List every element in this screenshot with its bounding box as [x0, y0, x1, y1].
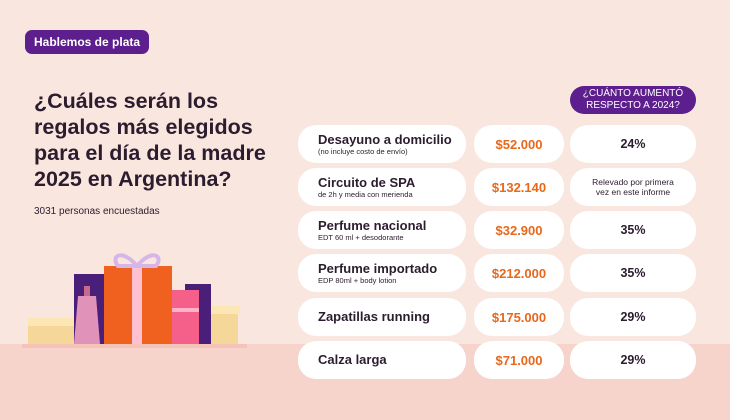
price-card: $71.000: [474, 341, 564, 379]
price-value: $175.000: [491, 309, 547, 325]
perfume-cap: [84, 286, 90, 296]
increase-value: 35%: [620, 266, 646, 280]
item-detail: de 2h y media con merienda: [318, 189, 413, 199]
item-detail: EDP 80ml + body lotion: [318, 275, 397, 285]
cream-box-left-lid: [28, 318, 80, 326]
price-value: $32.900: [495, 222, 543, 238]
increase-card: Relevado por primera vez en este informe: [570, 168, 696, 206]
section-badge: Hablemos de plata: [25, 30, 150, 54]
price-card: $132.140: [474, 168, 564, 206]
bow-left: [113, 253, 142, 268]
item-card: Calza larga: [298, 341, 466, 379]
increase-note-line-1: Relevado por primera: [592, 177, 674, 187]
increase-column-header: ¿CUÁNTO AUMENTÓ RESPECTO A 2024?: [570, 86, 696, 114]
item-name: Desayuno a domicilio: [318, 131, 452, 147]
increase-card: 29%: [570, 341, 696, 379]
item-name: Perfume nacional: [318, 217, 427, 233]
item-name: Calza larga: [318, 352, 387, 367]
price-card: $212.000: [474, 254, 564, 292]
item-name: Circuito de SPA: [318, 174, 416, 190]
item-name: Zapatillas running: [318, 309, 430, 324]
price-card: $32.900: [474, 211, 564, 249]
header-line-2: RESPECTO A 2024?: [586, 100, 680, 111]
increase-value: 29%: [620, 310, 646, 324]
item-card: Zapatillas running: [298, 298, 466, 336]
price-value: $52.000: [495, 136, 543, 152]
perfume-bottle: [74, 296, 100, 344]
item-card: Perfume nacional EDT 60 ml + desodorante: [298, 211, 466, 249]
price-value: $71.000: [495, 352, 543, 368]
increase-note-line-2: vez en este informe: [595, 187, 671, 197]
price-card: $52.000: [474, 125, 564, 163]
cream-box-left: [28, 324, 80, 346]
increase-value: 24%: [620, 137, 646, 151]
price-value: $132.140: [491, 179, 547, 195]
price-card: $175.000: [474, 298, 564, 336]
pink-box-ribbon: [167, 308, 199, 312]
increase-card: 35%: [570, 211, 696, 249]
item-card: Desayuno a domicilio (no incluye costo d…: [298, 125, 466, 163]
increase-card: 24%: [570, 125, 696, 163]
item-detail: (no incluye costo de envío): [318, 146, 408, 156]
item-card: Perfume importado EDP 80ml + body lotion: [298, 254, 466, 292]
price-value: $212.000: [491, 265, 547, 281]
increase-card: 35%: [570, 254, 696, 292]
gift-boxes-and-perfume-icon: [22, 253, 247, 348]
cream-box-right-lid: [200, 306, 240, 314]
increase-card: 29%: [570, 298, 696, 336]
page-title: ¿Cuáles serán los regalos más elegidos p…: [34, 89, 266, 191]
bow-right: [132, 253, 161, 268]
survey-count: 3031 personas encuestadas: [34, 206, 160, 217]
shelf-shadow: [22, 344, 247, 348]
header-line-1: ¿CUÁNTO AUMENTÓ: [582, 88, 684, 99]
item-detail: EDT 60 ml + desodorante: [318, 232, 404, 242]
orange-box-ribbon: [132, 266, 142, 346]
increase-value: 29%: [620, 353, 646, 367]
pink-box: [167, 290, 199, 344]
item-card: Circuito de SPA de 2h y media con merien…: [298, 168, 466, 206]
item-name: Perfume importado: [318, 260, 438, 276]
increase-value: 35%: [620, 223, 646, 237]
